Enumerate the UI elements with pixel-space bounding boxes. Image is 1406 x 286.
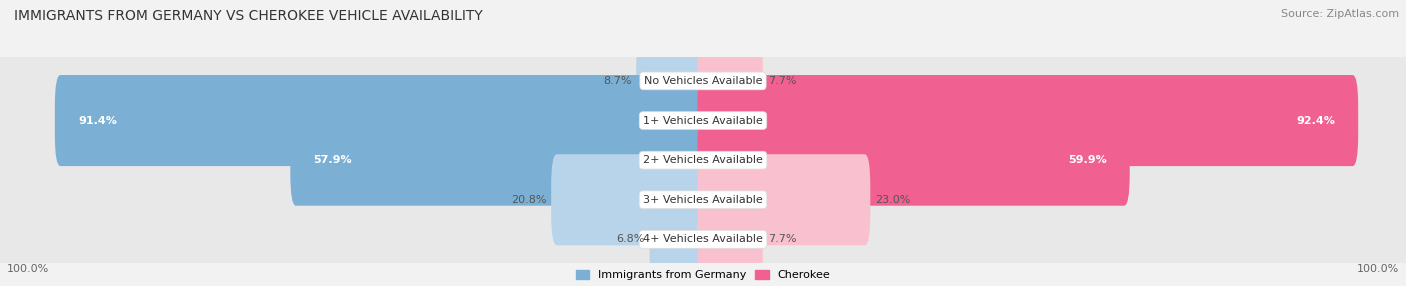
Text: 1+ Vehicles Available: 1+ Vehicles Available [643, 116, 763, 126]
Text: 8.7%: 8.7% [603, 76, 631, 86]
Text: 23.0%: 23.0% [875, 195, 911, 205]
Text: 92.4%: 92.4% [1296, 116, 1336, 126]
FancyBboxPatch shape [697, 194, 762, 285]
FancyBboxPatch shape [55, 75, 709, 166]
FancyBboxPatch shape [650, 194, 709, 285]
Text: 57.9%: 57.9% [314, 155, 352, 165]
Text: No Vehicles Available: No Vehicles Available [644, 76, 762, 86]
Legend: Immigrants from Germany, Cherokee: Immigrants from Germany, Cherokee [576, 270, 830, 281]
FancyBboxPatch shape [0, 122, 1406, 198]
Text: 7.7%: 7.7% [768, 234, 796, 244]
FancyBboxPatch shape [0, 201, 1406, 277]
Text: 3+ Vehicles Available: 3+ Vehicles Available [643, 195, 763, 205]
Text: 2+ Vehicles Available: 2+ Vehicles Available [643, 155, 763, 165]
FancyBboxPatch shape [697, 35, 762, 126]
Text: 6.8%: 6.8% [616, 234, 644, 244]
Text: 4+ Vehicles Available: 4+ Vehicles Available [643, 234, 763, 244]
FancyBboxPatch shape [0, 83, 1406, 158]
Text: 59.9%: 59.9% [1067, 155, 1107, 165]
FancyBboxPatch shape [697, 75, 1358, 166]
FancyBboxPatch shape [0, 43, 1406, 119]
FancyBboxPatch shape [637, 35, 709, 126]
FancyBboxPatch shape [697, 154, 870, 245]
Text: Source: ZipAtlas.com: Source: ZipAtlas.com [1281, 9, 1399, 19]
FancyBboxPatch shape [551, 154, 709, 245]
Text: 20.8%: 20.8% [510, 195, 546, 205]
Text: IMMIGRANTS FROM GERMANY VS CHEROKEE VEHICLE AVAILABILITY: IMMIGRANTS FROM GERMANY VS CHEROKEE VEHI… [14, 9, 482, 23]
Text: 7.7%: 7.7% [768, 76, 796, 86]
FancyBboxPatch shape [291, 115, 709, 206]
FancyBboxPatch shape [697, 115, 1130, 206]
Text: 100.0%: 100.0% [7, 264, 49, 274]
Text: 100.0%: 100.0% [1357, 264, 1399, 274]
Text: 91.4%: 91.4% [77, 116, 117, 126]
FancyBboxPatch shape [0, 162, 1406, 238]
